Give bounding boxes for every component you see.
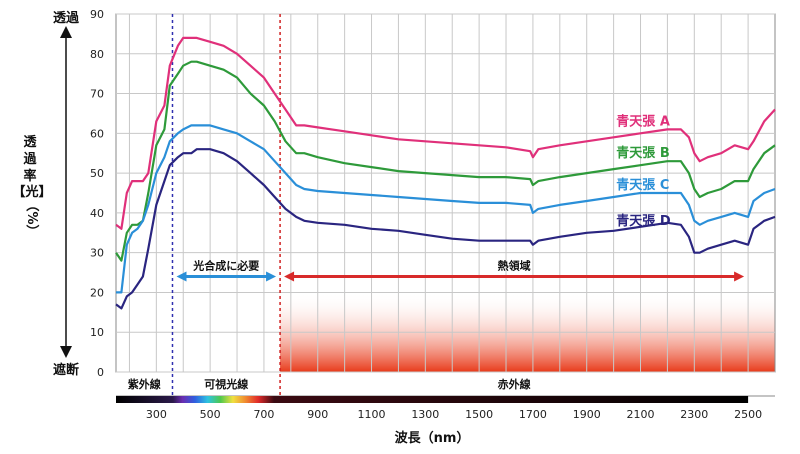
y-axis-title-char: 透	[23, 135, 36, 150]
y-axis-unit: （%）	[24, 198, 40, 237]
y-tick-label: 30	[90, 247, 104, 260]
y-tick-label: 20	[90, 286, 104, 299]
x-tick-label: 1500	[465, 408, 493, 421]
x-tick-label: 2100	[627, 408, 655, 421]
annotation-arrow-head-left	[176, 271, 187, 282]
x-tick-label: 900	[307, 408, 328, 421]
series-line-2	[115, 60, 776, 262]
series-line-4	[115, 148, 776, 310]
band-label: 赤外線	[498, 377, 531, 391]
series-label-4: 青天張 D	[616, 213, 671, 229]
x-tick-label: 2500	[734, 408, 762, 421]
annotation-arrow-head-right	[266, 271, 277, 282]
series-line-3	[116, 124, 776, 294]
spectrum-bar	[116, 396, 749, 403]
x-tick-label: 700	[253, 408, 274, 421]
annotation-label: 光合成に必要	[192, 259, 259, 273]
y-tick-label: 50	[90, 167, 104, 180]
band-label: 可視光線	[204, 377, 248, 391]
y-tick-label: 90	[90, 8, 104, 21]
y-axis-title-char: 過	[22, 151, 37, 167]
x-tick-label: 1300	[411, 408, 439, 421]
series-label-3: 青天張 C	[616, 177, 669, 193]
y-tick-label: 10	[90, 326, 104, 339]
x-axis-title: 波長（nm）	[395, 430, 470, 446]
annotation-arrow-head-left	[284, 271, 295, 282]
y-tick-label: 60	[90, 127, 104, 140]
x-tick-label: 1900	[573, 408, 601, 421]
y-top-label: 透過	[53, 10, 80, 26]
series-label-1: 青天張 A	[616, 113, 670, 129]
x-tick-label: 2300	[680, 408, 708, 421]
y-axis-arrow-up	[60, 26, 72, 38]
y-tick-label: 70	[90, 88, 104, 101]
x-tick-label: 1100	[358, 408, 386, 421]
y-tick-label: 0	[97, 366, 104, 379]
x-tick-label: 1700	[519, 408, 547, 421]
annotation-arrow-head-right	[734, 271, 745, 282]
annotation-label: 熱領域	[498, 259, 531, 273]
series-label-2: 青天張 B	[616, 145, 669, 161]
x-tick-label: 300	[146, 408, 167, 421]
y-axis-title-char: 率	[23, 168, 36, 184]
y-bottom-label: 遮断	[53, 362, 79, 378]
y-axis-subtitle: 【光】	[12, 184, 51, 200]
y-tick-label: 80	[90, 48, 104, 61]
y-axis-arrow-down	[60, 346, 72, 358]
series-line-1	[115, 36, 776, 230]
y-tick-label: 40	[90, 207, 104, 220]
x-tick-label: 500	[200, 408, 221, 421]
band-label: 紫外線	[128, 377, 161, 391]
